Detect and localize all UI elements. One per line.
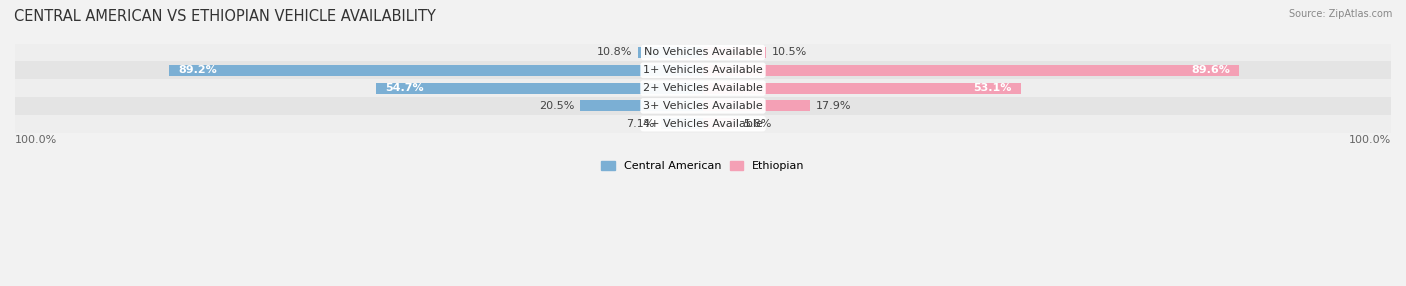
Bar xyxy=(638,47,703,58)
Bar xyxy=(703,83,1021,94)
Bar xyxy=(703,100,810,111)
FancyBboxPatch shape xyxy=(15,79,1391,97)
Text: 7.1%: 7.1% xyxy=(626,119,655,129)
Legend: Central American, Ethiopian: Central American, Ethiopian xyxy=(598,157,808,176)
Text: 100.0%: 100.0% xyxy=(1348,135,1391,145)
Bar xyxy=(703,118,738,129)
Bar xyxy=(581,100,703,111)
Text: 5.8%: 5.8% xyxy=(744,119,772,129)
FancyBboxPatch shape xyxy=(15,43,1391,61)
FancyBboxPatch shape xyxy=(15,61,1391,79)
Bar xyxy=(703,47,766,58)
Text: 100.0%: 100.0% xyxy=(15,135,58,145)
Text: No Vehicles Available: No Vehicles Available xyxy=(644,47,762,57)
Text: 89.6%: 89.6% xyxy=(1191,65,1230,75)
FancyBboxPatch shape xyxy=(15,115,1391,132)
Text: 20.5%: 20.5% xyxy=(538,101,575,111)
Text: CENTRAL AMERICAN VS ETHIOPIAN VEHICLE AVAILABILITY: CENTRAL AMERICAN VS ETHIOPIAN VEHICLE AV… xyxy=(14,9,436,23)
Text: 17.9%: 17.9% xyxy=(815,101,852,111)
Text: 54.7%: 54.7% xyxy=(385,83,423,93)
Bar xyxy=(375,83,703,94)
Bar xyxy=(703,65,1239,76)
Text: 2+ Vehicles Available: 2+ Vehicles Available xyxy=(643,83,763,93)
Bar xyxy=(661,118,703,129)
Text: 3+ Vehicles Available: 3+ Vehicles Available xyxy=(643,101,763,111)
Text: 53.1%: 53.1% xyxy=(973,83,1012,93)
Bar xyxy=(169,65,703,76)
Text: Source: ZipAtlas.com: Source: ZipAtlas.com xyxy=(1288,9,1392,19)
Text: 1+ Vehicles Available: 1+ Vehicles Available xyxy=(643,65,763,75)
Text: 10.8%: 10.8% xyxy=(598,47,633,57)
Text: 10.5%: 10.5% xyxy=(772,47,807,57)
Text: 89.2%: 89.2% xyxy=(179,65,217,75)
Text: 4+ Vehicles Available: 4+ Vehicles Available xyxy=(643,119,763,129)
FancyBboxPatch shape xyxy=(15,97,1391,115)
